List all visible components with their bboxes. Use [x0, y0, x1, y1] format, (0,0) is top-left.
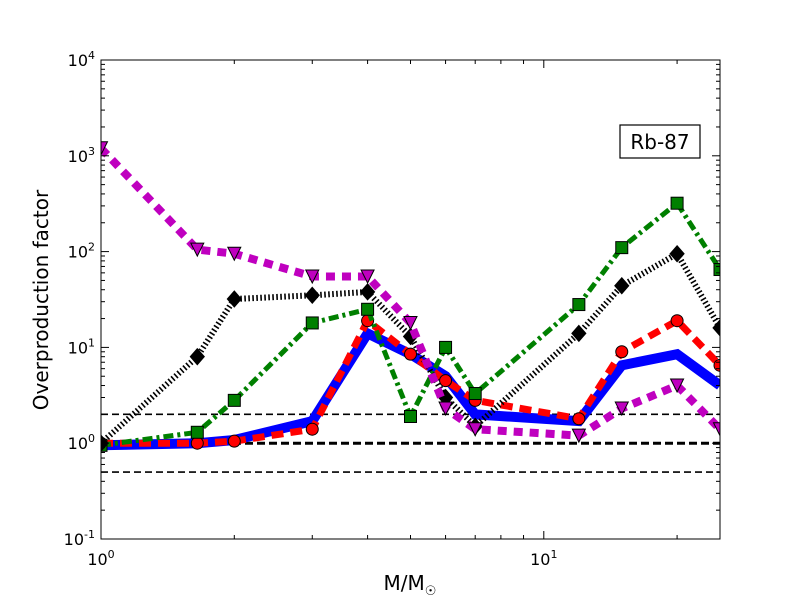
series-1-point-1 [190, 436, 204, 450]
y-tick-label: 10-1 [64, 528, 95, 549]
series-4-point-7 [467, 422, 483, 437]
series-2-line [101, 199, 720, 448]
series-2-point-1 [190, 425, 204, 439]
series-4-point-3 [304, 269, 320, 285]
series-2-point-5 [404, 409, 417, 423]
x-axis-label: M/M☉ [384, 571, 437, 599]
series-4-point-0 [101, 141, 109, 156]
series-3-point-1 [189, 347, 205, 366]
series-3-point-4 [359, 283, 376, 301]
series-2-point-4 [361, 302, 375, 316]
ticks-layer [100, 59, 720, 540]
series-2-point-7 [468, 387, 482, 401]
x-tick-label: 101 [530, 548, 557, 569]
y-tick-label: 103 [68, 145, 95, 166]
series-2-point-2 [227, 393, 241, 407]
series-4-point-2 [226, 246, 242, 262]
series-3-point-2 [226, 290, 242, 308]
series-4-point-6 [438, 401, 453, 417]
series-3-point-8 [571, 324, 587, 343]
series-4-point-11 [712, 422, 720, 437]
series-1-point-10 [670, 314, 684, 328]
series-3-point-11 [712, 319, 720, 337]
x-axis-label-main: M/M [384, 571, 425, 595]
series-4-line [101, 145, 720, 440]
y-tick-label: 104 [68, 49, 95, 70]
series-2-point-11 [713, 263, 720, 277]
series-layer [101, 141, 720, 452]
y-axis-label: Overproduction factor [29, 189, 53, 410]
annotation-text: Rb-87 [630, 130, 689, 154]
series-1-point-5 [404, 347, 417, 361]
series-3-point-9 [614, 276, 630, 295]
y-tick-label: 100 [68, 432, 95, 453]
y-tick-label: 101 [68, 336, 95, 357]
series-2-point-8 [572, 298, 586, 312]
series-1-point-8 [572, 412, 586, 426]
series-4-point-4 [360, 269, 375, 285]
annotation-box: Rb-87 [619, 124, 701, 159]
series-4-point-1 [189, 242, 205, 258]
series-4-point-8 [571, 428, 587, 444]
x-axis-label-sun-symbol: ☉ [425, 584, 437, 599]
series-4-point-9 [614, 401, 630, 417]
series-4-point-10 [669, 378, 685, 394]
series-4 [101, 141, 720, 444]
series-2-point-3 [305, 316, 319, 330]
series-2-point-10 [670, 196, 684, 210]
series-4-point-5 [403, 315, 418, 331]
y-tick-label: 102 [68, 241, 95, 262]
series-1-point-3 [305, 422, 319, 436]
series-2-point-9 [615, 241, 629, 255]
series-3-point-10 [669, 244, 685, 263]
series-2-point-6 [439, 340, 453, 354]
series-1-point-9 [615, 345, 629, 359]
series-1-point-6 [439, 374, 453, 388]
x-tick-label: 100 [87, 548, 114, 569]
series-1-point-2 [227, 434, 241, 448]
series-3-point-3 [304, 286, 320, 305]
